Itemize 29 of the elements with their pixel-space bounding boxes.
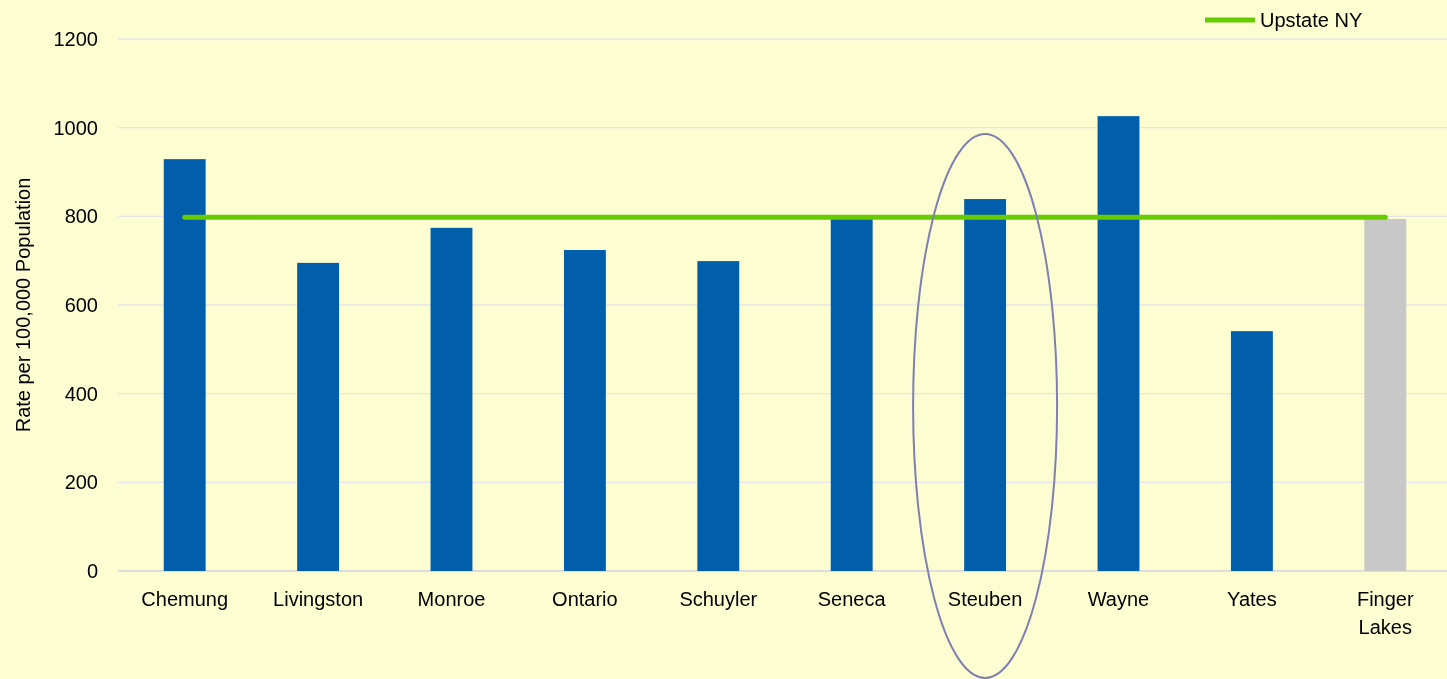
y-tick-label: 0 xyxy=(86,560,98,582)
bar xyxy=(163,159,206,571)
x-tick-label: Steuben xyxy=(947,588,1023,610)
bar xyxy=(1097,116,1140,571)
bar xyxy=(964,199,1007,571)
x-tick-label: Chemung xyxy=(141,588,229,610)
x-tick-label: Wayne xyxy=(1087,588,1150,610)
legend-label: Upstate NY xyxy=(1260,9,1363,31)
x-tick-label: Yates xyxy=(1227,588,1277,610)
x-tick-label: Seneca xyxy=(817,588,887,610)
y-tick-label: 800 xyxy=(64,205,98,228)
bar xyxy=(697,261,740,571)
x-tick-label: Schuyler xyxy=(679,588,758,610)
x-tick-label: Finger Lakes xyxy=(1356,588,1414,638)
x-tick-label: Livingston xyxy=(273,588,364,610)
y-axis-title: Rate per 100,000 Population xyxy=(12,177,34,433)
bar xyxy=(1364,218,1407,571)
x-tick-label: Ontario xyxy=(552,588,618,610)
y-tick-label: 1000 xyxy=(53,116,98,139)
bar xyxy=(563,250,606,571)
bar xyxy=(297,262,340,571)
y-tick-label: 600 xyxy=(64,294,98,316)
y-tick-label: 200 xyxy=(64,471,98,494)
y-tick-label: 400 xyxy=(64,382,98,405)
x-tick-label: Monroe xyxy=(417,588,486,610)
y-tick-label: 1200 xyxy=(53,28,98,50)
bar xyxy=(830,218,873,571)
bar xyxy=(430,227,473,571)
bar xyxy=(1230,331,1273,571)
